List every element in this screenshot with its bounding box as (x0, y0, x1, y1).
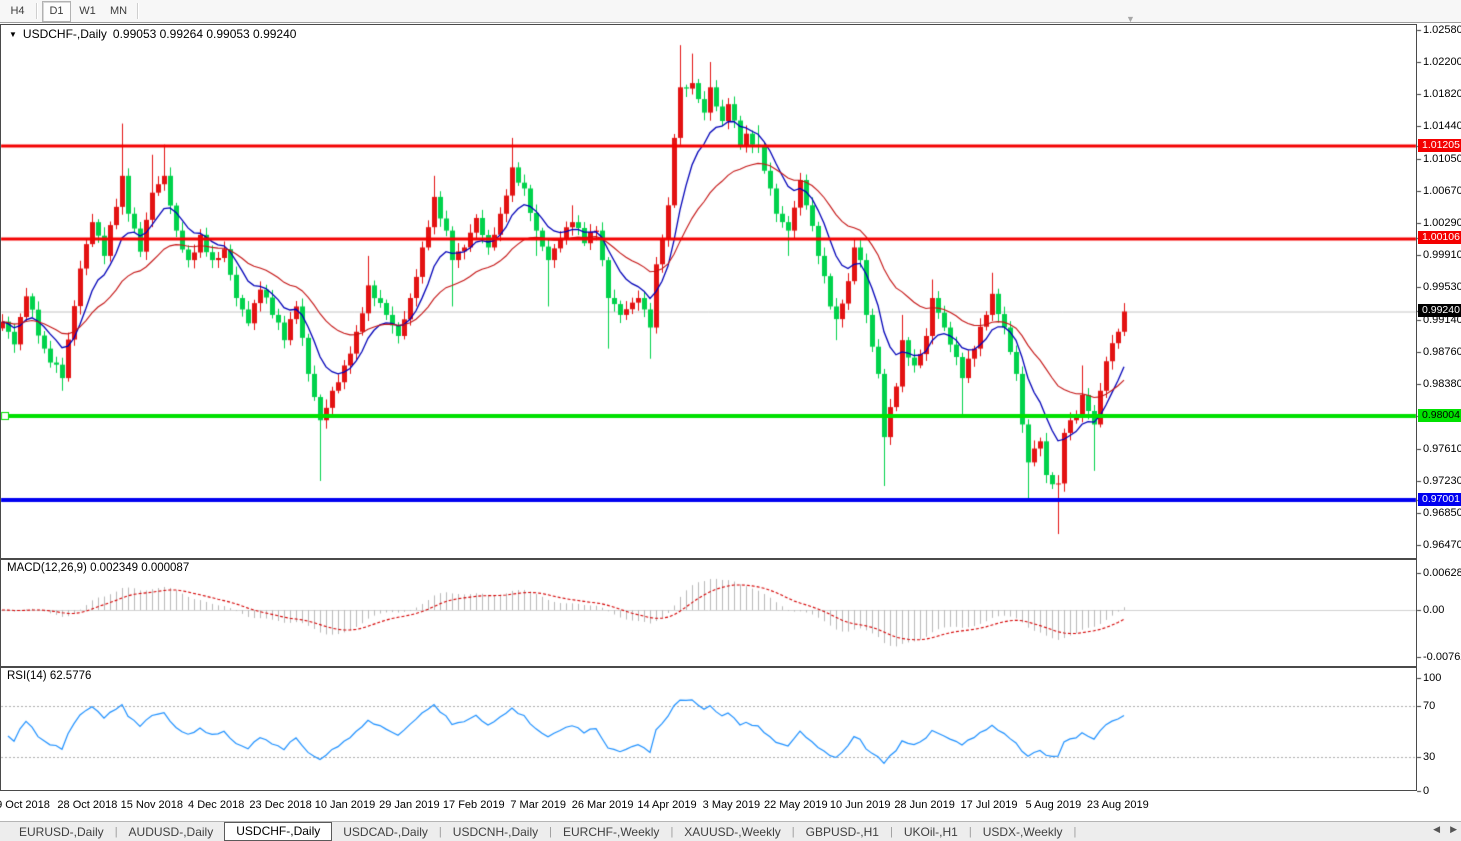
price-axis-label: 0.96850 (1423, 507, 1461, 519)
price-axis-label: 0.97230 (1423, 475, 1461, 487)
chart-tab-xauusd[interactable]: XAUUSD-,Weekly (684, 824, 781, 839)
price-level-badge: 0.98004 (1418, 409, 1461, 422)
tab-separator: | (889, 825, 893, 838)
date-axis-label: 14 Apr 2019 (637, 799, 697, 811)
date-axis-label: 28 Jun 2019 (894, 799, 955, 811)
date-axis-label: 29 Jan 2019 (379, 799, 440, 811)
price-axis-label: 0.99910 (1423, 249, 1461, 261)
chart-tab-audusd[interactable]: AUDUSD-,Daily (128, 824, 214, 839)
macd-axis-label: 0.00 (1423, 604, 1445, 616)
tab-separator: | (791, 825, 795, 838)
chart-tab-usdchf[interactable]: USDCHF-,Daily (224, 822, 333, 841)
tab-separator: | (670, 825, 674, 838)
timeframe-button-d1[interactable]: D1 (42, 0, 71, 22)
ohlc-values: 0.99053 0.99264 0.99053 0.99240 (112, 27, 297, 41)
date-axis-label: 9 Oct 2018 (0, 799, 50, 811)
price-axis-label: 0.99140 (1423, 314, 1461, 326)
chart-tab-usdx[interactable]: USDX-,Weekly (982, 824, 1063, 839)
tab-separator: | (968, 825, 972, 838)
date-axis-label: 28 Oct 2018 (57, 799, 118, 811)
rsi-label: RSI(14) 62.5776 (7, 670, 92, 682)
rsi-axis-label: 0 (1423, 785, 1430, 797)
toolbar-separator (36, 3, 38, 19)
toolbar-separator (137, 3, 139, 19)
date-axis-label: 4 Dec 2018 (188, 799, 245, 811)
chart-shift-marker-icon[interactable]: ▼ (1126, 14, 1135, 24)
date-axis-label: 23 Dec 2018 (249, 799, 312, 811)
chart-tab-usdcnh[interactable]: USDCNH-,Daily (452, 824, 539, 839)
chart-tab-eurchf[interactable]: EURCHF-,Weekly (562, 824, 660, 839)
macd-label: MACD(12,26,9) 0.002349 0.000087 (7, 562, 190, 574)
tab-scroll-buttons: ◀ ▶ (1433, 824, 1457, 835)
price-axis-label: 0.98760 (1423, 346, 1461, 358)
tab-separator: | (549, 825, 552, 838)
macd-axis-label: -0.00762 (1423, 651, 1461, 663)
price-axis-label: 0.99530 (1423, 281, 1461, 293)
date-axis-label: 5 Aug 2019 (1025, 799, 1082, 811)
chart-title: ▼ USDCHF-,Daily 0.99053 0.99264 0.99053 … (9, 27, 296, 41)
rsi-axis-label: 30 (1423, 751, 1436, 763)
tab-separator: | (1073, 825, 1077, 838)
chart-tab-gbpusd[interactable]: GBPUSD-,H1 (805, 824, 879, 839)
price-axis-label: 1.02200 (1423, 56, 1461, 68)
date-axis-label: 7 Mar 2019 (510, 799, 567, 811)
collapse-triangle-icon[interactable]: ▼ (9, 29, 17, 39)
chart-tab-usdcad[interactable]: USDCAD-,Daily (343, 824, 428, 839)
macd-axis-label: 0.006286 (1423, 567, 1461, 579)
price-level-badge: 1.01205 (1418, 139, 1461, 152)
price-level-badge: 1.00106 (1418, 231, 1461, 244)
price-axis-label: 1.01440 (1423, 120, 1461, 132)
date-axis-label: 22 May 2019 (763, 799, 828, 811)
timeframe-toolbar: H4 D1 W1 MN (0, 0, 1461, 23)
date-axis-label: 3 May 2019 (702, 799, 761, 811)
timeframe-button-w1[interactable]: W1 (79, 5, 96, 17)
price-axis-label: 1.00290 (1423, 217, 1461, 229)
price-axis-label: 0.97610 (1423, 443, 1461, 455)
tab-separator: | (114, 825, 118, 838)
price-axis-label: 0.98380 (1423, 378, 1461, 390)
symbol-period-label: USDCHF-,Daily (22, 27, 107, 41)
chart-tab-eurusd[interactable]: EURUSD-,Daily (19, 824, 104, 839)
date-axis-label: 17 Feb 2019 (442, 799, 505, 811)
chart-tab-ukoil[interactable]: UKOil-,H1 (903, 824, 958, 839)
price-level-badge: 0.97001 (1418, 493, 1461, 506)
date-axis-label: 10 Jun 2019 (829, 799, 891, 811)
tab-scroll-left-icon[interactable]: ◀ (1433, 824, 1441, 834)
date-axis-label: 23 Aug 2019 (1086, 799, 1149, 811)
price-axis-label: 1.00670 (1423, 185, 1461, 197)
date-axis: 9 Oct 2018 28 Oct 2018 15 Nov 2018 4 Dec 20… (0, 791, 1417, 821)
price-level-badge: 0.99240 (1418, 304, 1461, 317)
timeframe-button-h4[interactable]: H4 (10, 5, 25, 17)
tab-scroll-right-icon[interactable]: ▶ (1450, 824, 1457, 834)
rsi-axis-label: 100 (1423, 672, 1442, 684)
price-axis-label: 0.96470 (1423, 539, 1461, 551)
price-axis-label: 1.02580 (1423, 24, 1461, 36)
date-axis-label: 15 Nov 2018 (120, 799, 183, 811)
rsi-axis-label: 70 (1423, 700, 1436, 712)
date-axis-label: 26 Mar 2019 (571, 799, 634, 811)
chart-tab-bar: EURUSD-,Daily | AUDUSD-,Daily USDCHF-,Daily… (0, 821, 1461, 841)
tab-separator: | (438, 825, 442, 838)
timeframe-button-mn[interactable]: MN (109, 5, 128, 17)
price-axis-label: 1.01820 (1423, 88, 1461, 100)
price-axis-label: 1.01050 (1423, 153, 1461, 165)
date-axis-label: 10 Jan 2019 (314, 799, 376, 811)
date-axis-label: 17 Jul 2019 (960, 799, 1018, 811)
